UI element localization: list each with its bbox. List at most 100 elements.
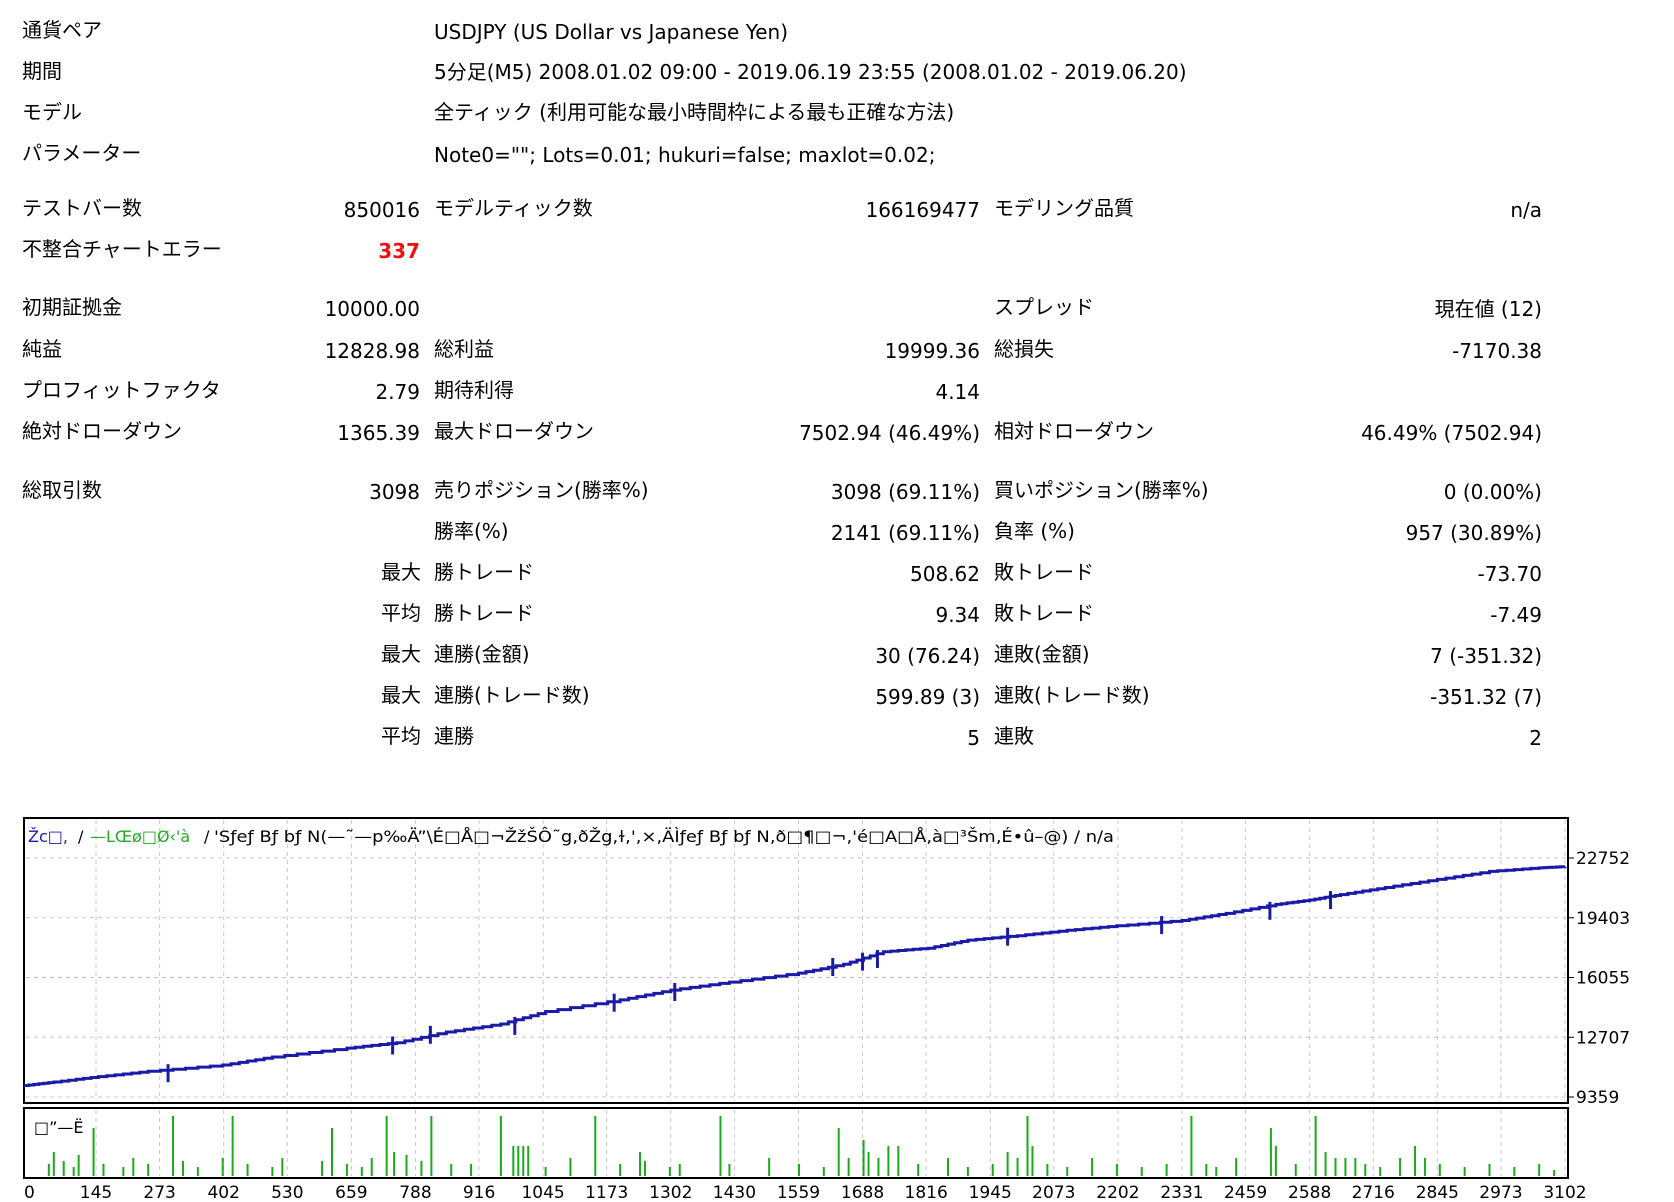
test-bars-value: 850016 (343, 198, 420, 222)
max-consec-losses-amount-label: 連敗(金額) (994, 642, 1090, 666)
max-consec-wins-amount-label: 連勝(金額) (434, 642, 530, 666)
currency-pair-label: 通貨ペア (22, 18, 102, 42)
x-tick-label: 916 (463, 1183, 495, 1202)
largest-prefix: 最大 (381, 560, 421, 584)
model-quality-label: モデリング品質 (994, 196, 1134, 220)
x-tick-label: 1945 (969, 1183, 1012, 1202)
profit-factor-label: プロフィットファクタ (22, 378, 221, 402)
avg-consec-prefix: 平均 (381, 724, 421, 748)
x-tick-label: 2716 (1352, 1183, 1395, 1202)
model-value: 全ティック (利用可能な最小時間枠による最も正確な方法) (434, 100, 955, 124)
x-tick-label: 2973 (1479, 1183, 1522, 1202)
balance-panel-frame (23, 817, 1569, 1104)
total-trades-label: 総取引数 (22, 478, 102, 502)
chart-header-sep1: / (78, 827, 84, 846)
x-axis: 0 145 273 402 530 659 788 916 1045 1173 1302 1430 15… (24, 1183, 1587, 1202)
model-quality-value: n/a (1510, 198, 1542, 222)
balance-series (24, 865, 1567, 1088)
max-consec-losses-amount-value: 7 (-351.32) (1430, 644, 1542, 668)
x-tick-label: 2588 (1288, 1183, 1331, 1202)
largest-loss-value: -73.70 (1477, 562, 1542, 586)
initial-deposit-value: 10000.00 (324, 297, 420, 321)
y-tick-label: 16055 (1576, 969, 1630, 989)
rel-drawdown-label: 相対ドローダウン (994, 419, 1154, 443)
rel-drawdown-value: 46.49% (7502.94) (1361, 421, 1542, 445)
avg-consec-wins-label: 連勝 (434, 724, 474, 748)
x-tick-label: 2202 (1096, 1183, 1139, 1202)
win-rate-label: 勝率(%) (434, 519, 509, 543)
volume-panel-label: □”—Ë (34, 1118, 84, 1137)
long-positions-label: 買いポジション(勝率%) (994, 478, 1209, 502)
balance-line (24, 865, 1567, 1088)
x-tick-label: 2459 (1224, 1183, 1267, 1202)
model-label: モデル (22, 100, 82, 124)
chart-header-green: —LŒø□Ø‹'à (90, 827, 190, 846)
abs-drawdown-value: 1365.39 (337, 421, 420, 445)
expected-payoff-label: 期待利得 (434, 378, 514, 402)
short-positions-label: 売りポジション(勝率%) (434, 478, 649, 502)
y-tick-label: 9359 (1576, 1088, 1619, 1108)
x-tick-label: 0 (24, 1183, 35, 1202)
x-tick-label: 3102 (1543, 1183, 1586, 1202)
long-positions-value: 0 (0.00%) (1443, 480, 1542, 504)
x-tick-label: 2073 (1032, 1183, 1075, 1202)
test-bars-label: テストバー数 (22, 196, 142, 220)
x-tick-label: 145 (80, 1183, 112, 1202)
model-ticks-label: モデルティック数 (434, 196, 593, 220)
x-tick-label: 273 (143, 1183, 175, 1202)
average-prefix: 平均 (381, 601, 421, 625)
max-consec-wins-count-value: 599.89 (3) (875, 685, 980, 709)
x-tick-label: 1302 (649, 1183, 692, 1202)
max-consec-count-prefix: 最大 (381, 683, 421, 707)
average-win-value: 9.34 (935, 603, 980, 627)
x-tick-label: 1688 (841, 1183, 884, 1202)
max-consec-losses-count-value: -351.32 (7) (1430, 685, 1542, 709)
y-axis: 22752 19403 16055 12707 9359 (1568, 849, 1630, 1108)
period-value: 5分足(M5) 2008.01.02 09:00 - 2019.06.19 23… (434, 60, 1187, 84)
x-tick-label: 1045 (521, 1183, 564, 1202)
net-profit-label: 純益 (22, 337, 62, 361)
largest-loss-label: 敗トレード (994, 560, 1094, 584)
net-profit-value: 12828.98 (324, 339, 420, 363)
max-consec-losses-count-label: 連敗(トレード数) (994, 683, 1150, 707)
max-consec-amount-prefix: 最大 (381, 642, 421, 666)
initial-deposit-label: 初期証拠金 (22, 295, 122, 319)
chart-header-rest: 'Sƒeƒ Bƒ bƒ N(—˜—p‰Ä”\É□Å□¬ŽžŠÔ˜g‚ðŽg‚ɫ,… (214, 827, 1114, 846)
mismatch-errors-value: 337 (378, 239, 420, 263)
average-loss-value: -7.49 (1490, 603, 1542, 627)
model-ticks-value: 166169477 (865, 198, 980, 222)
largest-win-value: 508.62 (910, 562, 980, 586)
largest-win-label: 勝トレード (434, 560, 534, 584)
short-positions-value: 3098 (69.11%) (830, 480, 980, 504)
max-drawdown-label: 最大ドローダウン (434, 419, 594, 443)
loss-rate-value: 957 (30.89%) (1405, 521, 1542, 545)
gross-loss-label: 総損失 (994, 337, 1054, 361)
chart-grid (26, 820, 1566, 1176)
y-tick-label: 19403 (1576, 909, 1630, 929)
x-tick-label: 1430 (713, 1183, 756, 1202)
max-drawdown-value: 7502.94 (46.49%) (799, 421, 980, 445)
currency-pair-value: USDJPY (US Dollar vs Japanese Yen) (434, 20, 789, 44)
x-tick-label: 1816 (905, 1183, 948, 1202)
volume-panel-frame (23, 1107, 1569, 1179)
loss-rate-label: 負率 (%) (994, 519, 1075, 543)
period-label: 期間 (22, 59, 62, 83)
chart-header-sep2: / (204, 827, 210, 846)
max-consec-wins-count-label: 連勝(トレード数) (434, 683, 590, 707)
x-tick-label: 1559 (777, 1183, 820, 1202)
gross-profit-value: 19999.36 (884, 339, 980, 363)
x-tick-label: 402 (207, 1183, 239, 1202)
parameters-label: パラメーター (22, 141, 142, 165)
average-loss-label: 敗トレード (994, 601, 1094, 625)
x-tick-label: 788 (399, 1183, 431, 1202)
x-tick-label: 1173 (585, 1183, 628, 1202)
mismatch-errors-label: 不整合チャートエラー (22, 237, 222, 261)
abs-drawdown-label: 絶対ドローダウン (22, 419, 182, 443)
parameters-value: Note0=""; Lots=0.01; hukuri=false; maxlo… (434, 143, 936, 167)
gross-profit-label: 総利益 (434, 337, 494, 361)
avg-consec-losses-value: 2 (1529, 726, 1542, 750)
expected-payoff-value: 4.14 (935, 380, 980, 404)
x-tick-label: 530 (271, 1183, 303, 1202)
profit-factor-value: 2.79 (375, 380, 420, 404)
